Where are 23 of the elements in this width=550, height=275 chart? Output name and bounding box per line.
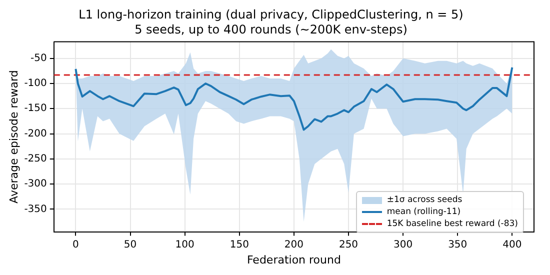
x-tick-label: 0 [72, 239, 79, 250]
x-tick-label: 350 [448, 239, 468, 250]
chart-subtitle: 5 seeds, up to 400 rounds (~200K env-steps) [134, 22, 408, 37]
x-axis-title: Federation round [246, 253, 341, 266]
annotation: ±1σ across seeds [386, 194, 462, 206]
y-tick-label: -250 [24, 154, 47, 165]
y-tick-label: -150 [24, 103, 47, 114]
y-tick-label: -350 [24, 204, 47, 215]
x-tick-label: 150 [230, 239, 249, 250]
y-tick-label: -50 [30, 52, 47, 64]
x-tick-label: 100 [175, 239, 194, 250]
x-tick-label: 400 [502, 239, 522, 250]
y-tick-label: -300 [24, 178, 47, 190]
chart-title: L1 long-horizon training (dual privacy, ClippedClustering, n = 5) [78, 7, 464, 22]
y-tick-label: -100 [24, 78, 47, 90]
legend-label: mean (rolling-11) [386, 206, 461, 218]
x-tick-label: 300 [394, 239, 413, 250]
y-tick-label: -200 [24, 128, 47, 140]
x-tick-label: 250 [338, 239, 358, 250]
legend-label: 15K baseline best reward (-83) [386, 218, 518, 230]
x-tick-label: 200 [284, 239, 304, 250]
y-axis-title: Average episode reward [7, 70, 20, 204]
x-tick-label: 50 [124, 239, 137, 250]
